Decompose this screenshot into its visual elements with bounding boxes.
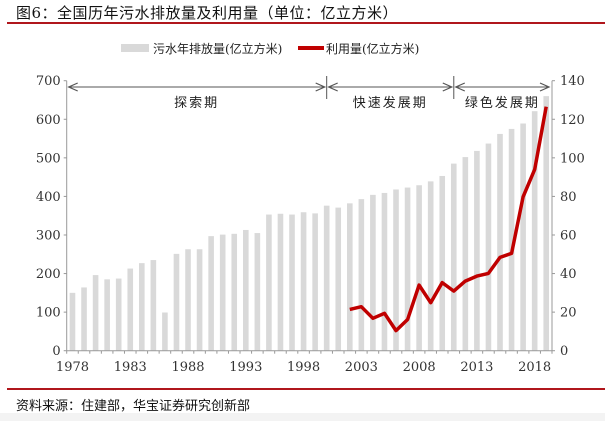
arrow-right-icon	[442, 82, 454, 92]
right-tick-label: 120	[560, 113, 585, 128]
left-tick-label: 600	[36, 113, 61, 128]
bar-1989	[196, 249, 203, 351]
x-tick-label: 2013	[460, 360, 493, 375]
bar-2005	[381, 192, 388, 351]
bar-1995	[266, 214, 272, 351]
bar-1994	[254, 233, 261, 351]
x-tick-label: 1988	[171, 360, 204, 375]
bar-1991	[219, 234, 226, 351]
right-tick-label: 80	[560, 190, 577, 205]
legend-line-label: 利用量(亿立方米)	[326, 41, 419, 56]
x-tick-label: 2018	[518, 360, 551, 375]
title-rule	[7, 22, 605, 24]
bar-2008	[416, 185, 422, 351]
bar-1980	[92, 275, 99, 351]
bar-2007	[404, 187, 411, 351]
footer-background	[0, 413, 605, 421]
figure-title: 图6：全国历年污水排放量及利用量（单位：亿立方米）	[16, 4, 399, 22]
bar-1987	[173, 253, 180, 351]
bar-2004	[370, 194, 376, 351]
right-tick-label: 60	[560, 228, 577, 243]
bar-2011	[450, 163, 457, 351]
bar-1986	[162, 312, 168, 351]
bar-1981	[104, 279, 110, 351]
bar-1982	[115, 278, 122, 351]
source-note: 资料来源：住建部，华宝证券研究创新部	[16, 399, 251, 414]
bar-1988	[185, 249, 191, 351]
left-tick-label: 200	[36, 267, 61, 282]
left-tick-label: 300	[36, 228, 61, 243]
x-tick-label: 2003	[345, 360, 378, 375]
bar-2006	[393, 189, 399, 351]
bar-1999	[312, 213, 318, 351]
footer-rule	[7, 388, 605, 390]
arrow-right-icon	[539, 82, 551, 92]
bar-2016	[508, 128, 515, 351]
bar-2015	[497, 133, 503, 351]
left-tick-label: 700	[36, 74, 61, 89]
phase-label: 探索期	[174, 96, 219, 111]
legend-bar-label: 污水年排放量(亿立方米)	[153, 41, 282, 56]
left-tick-label: 0	[52, 344, 60, 359]
x-tick-label: 1998	[287, 360, 320, 375]
legend-bar-swatch	[121, 44, 149, 52]
bar-1985	[150, 260, 157, 351]
x-tick-label: 2008	[403, 360, 436, 375]
arrow-right-icon	[315, 82, 327, 92]
bar-2003	[358, 199, 365, 351]
left-tick-label: 400	[36, 190, 61, 205]
bar-1997	[289, 214, 295, 351]
bar-2000	[323, 205, 330, 351]
bar-2013	[474, 150, 480, 351]
bar-1984	[139, 263, 145, 351]
right-tick-label: 20	[560, 306, 577, 321]
right-tick-label: 0	[560, 344, 568, 359]
bar-2018	[531, 111, 538, 351]
bar-1996	[277, 213, 284, 351]
right-tick-label: 100	[560, 151, 585, 166]
bar-1983	[127, 268, 134, 351]
bar-2009	[427, 181, 434, 351]
bar-2019	[543, 96, 550, 351]
bar-1992	[231, 233, 238, 351]
line-usage	[349, 106, 548, 333]
bar-1978	[69, 292, 76, 351]
bar-2010	[439, 175, 446, 351]
x-tick-label: 1978	[56, 360, 89, 375]
bar-1993	[242, 229, 249, 351]
x-tick-label: 1993	[229, 360, 262, 375]
right-tick-label: 140	[560, 74, 585, 89]
right-tick-label: 40	[560, 267, 577, 282]
left-tick-label: 100	[36, 306, 61, 321]
phase-label: 绿色发展期	[465, 95, 540, 111]
bar-2012	[462, 157, 469, 351]
arrow-left-icon	[454, 82, 466, 92]
bar-2017	[520, 123, 526, 351]
arrow-left-icon	[327, 82, 338, 92]
bar-2014	[485, 143, 492, 351]
x-tick-label: 1983	[114, 360, 147, 375]
bar-1990	[208, 236, 214, 351]
bar-2002	[346, 203, 353, 351]
bar-1998	[300, 212, 307, 351]
bar-1979	[81, 287, 87, 351]
left-tick-label: 500	[36, 151, 61, 166]
bar-2001	[335, 207, 342, 351]
phase-label: 快速发展期	[353, 95, 428, 111]
arrow-left-icon	[67, 82, 78, 92]
